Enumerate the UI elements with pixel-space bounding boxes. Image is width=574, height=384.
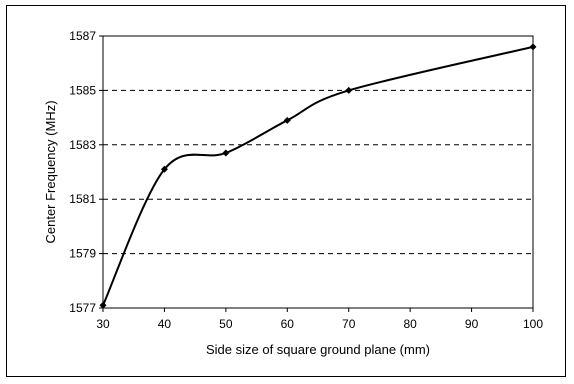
data-point-marker (222, 149, 230, 157)
y-tick-label: 1587 (69, 29, 96, 43)
y-tick-label: 1585 (69, 83, 96, 97)
data-point-marker (99, 301, 107, 309)
x-tick-label: 90 (465, 317, 479, 331)
x-tick-label: 100 (523, 317, 543, 331)
data-markers (99, 43, 537, 309)
y-tick-label: 1581 (69, 192, 96, 206)
x-tick-label: 40 (158, 317, 172, 331)
axis-ticks: 1577 1579 1581 1583 1585 1587 30 40 50 60 70 80 90 10… (69, 29, 543, 331)
plot-area (102, 35, 534, 309)
y-axis-title: Center Frequency (MHz) (43, 100, 58, 243)
x-axis-title: Side size of square ground plane (mm) (206, 342, 430, 357)
x-tick-label: 80 (403, 317, 417, 331)
x-tick-label: 30 (96, 317, 110, 331)
data-point-marker (345, 86, 353, 94)
gridlines (103, 89, 533, 255)
data-point-marker (529, 43, 537, 51)
data-point-marker (283, 116, 291, 124)
data-point-marker (160, 165, 168, 173)
chart-frame (6, 5, 566, 377)
series-line (102, 45, 534, 306)
x-tick-label: 70 (342, 317, 356, 331)
x-tick-label: 50 (219, 317, 233, 331)
y-tick-label: 1579 (69, 247, 96, 261)
x-tick-label: 60 (281, 317, 295, 331)
y-tick-label: 1583 (69, 138, 96, 152)
y-tick-label: 1577 (69, 301, 96, 315)
